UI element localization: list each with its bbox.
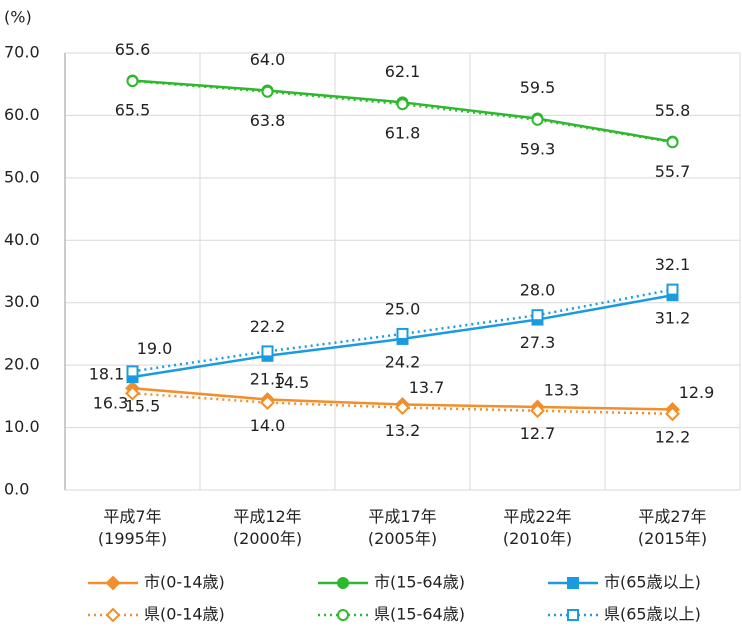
point [126, 75, 139, 88]
y-tick-label: 40.0 [4, 230, 40, 249]
point [531, 113, 544, 126]
data-label: 65.6 [115, 40, 151, 59]
data-label: 14.0 [250, 416, 286, 435]
data-label: 15.5 [125, 397, 161, 416]
data-label: 31.2 [655, 309, 691, 328]
data-label: 24.2 [385, 352, 421, 371]
data-label: 16.3 [93, 394, 129, 413]
point [260, 395, 275, 411]
data-label: 25.0 [385, 299, 421, 318]
x-tick-label: 平成12年 (2000年) [232, 507, 303, 548]
y-axis-label: (%) [4, 8, 32, 27]
legend-label: 市(65歳以上) [604, 573, 701, 592]
data-label: 14.5 [274, 373, 310, 392]
point [395, 400, 410, 416]
data-label: 13.3 [544, 380, 580, 399]
y-tick-label: 10.0 [4, 417, 40, 436]
data-label: 12.7 [520, 424, 556, 443]
data-label: 21.5 [250, 369, 286, 388]
legend-label: 県(15-64歳) [374, 605, 465, 624]
data-label: 18.1 [89, 365, 125, 384]
point [665, 406, 680, 422]
data-label: 59.5 [520, 78, 556, 97]
point [396, 98, 409, 111]
data-label: 19.0 [137, 339, 173, 358]
y-tick-label: 60.0 [4, 105, 40, 124]
legend-label: 県(0-14歳) [144, 605, 225, 624]
data-label: 62.1 [385, 62, 421, 81]
point [531, 309, 544, 322]
point [666, 136, 679, 149]
data-label: 12.2 [655, 427, 691, 446]
data-label: 55.7 [655, 162, 691, 181]
legend-label: 市(15-64歳) [374, 573, 465, 592]
data-label: 65.5 [115, 101, 151, 120]
point [126, 365, 139, 378]
y-tick-label: 70.0 [4, 43, 40, 62]
data-label: 55.8 [655, 101, 691, 120]
y-tick-label: 50.0 [4, 167, 40, 186]
point [125, 385, 140, 401]
legend-marker [105, 575, 121, 591]
point [666, 283, 679, 296]
legend-marker [567, 577, 579, 589]
x-tick-label: 平成7年 (1995年) [97, 507, 168, 548]
y-tick-label: 30.0 [4, 292, 40, 311]
y-tick-label: 0.0 [4, 480, 29, 499]
x-tick-label: 平成22年 (2010年) [502, 507, 573, 548]
point [261, 85, 274, 98]
series-line [132, 288, 673, 373]
legend-marker [337, 609, 349, 621]
data-label: 59.3 [520, 139, 556, 158]
point [261, 345, 274, 358]
data-label: 61.8 [385, 124, 421, 143]
legend-label: 県(65歳以上) [604, 605, 701, 624]
point [530, 403, 545, 419]
point [396, 327, 409, 340]
data-label: 32.1 [655, 255, 691, 274]
data-label: 64.0 [250, 50, 286, 69]
legend-marker [567, 609, 579, 621]
x-tick-label: 平成27年 (2015年) [637, 507, 708, 548]
legend-marker [105, 607, 121, 623]
data-label: 27.3 [520, 333, 556, 352]
data-label: 13.2 [385, 421, 421, 440]
y-tick-label: 20.0 [4, 355, 40, 374]
data-label: 12.9 [679, 383, 715, 402]
legend-marker [337, 577, 349, 589]
x-tick-label: 平成17年 (2005年) [367, 507, 438, 548]
legend-label: 市(0-14歳) [144, 573, 225, 592]
data-label: 63.8 [250, 111, 286, 130]
data-label: 28.0 [520, 281, 556, 300]
data-label: 13.7 [409, 378, 445, 397]
data-label: 22.2 [250, 317, 286, 336]
